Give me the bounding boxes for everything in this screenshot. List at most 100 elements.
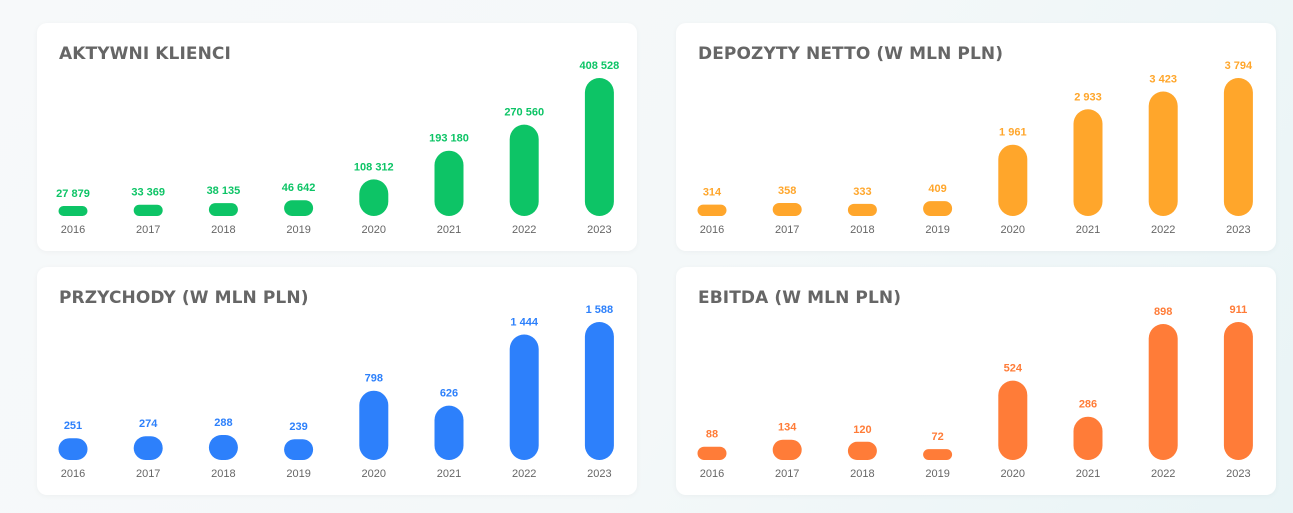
chart-card-przychody: PRZYCHODY (W MLN PLN) 251 2016 274 2017 288 2…	[37, 267, 637, 495]
bar-2016	[58, 206, 88, 216]
x-tick-label: 2019	[925, 468, 949, 480]
data-label: 270 560	[504, 107, 544, 119]
x-tick-label: 2018	[211, 224, 235, 236]
bar-2023	[584, 78, 614, 216]
x-tick-label: 2018	[211, 468, 235, 480]
x-tick-label: 2016	[700, 468, 724, 480]
x-tick-label: 2017	[775, 468, 799, 480]
x-tick-label: 2018	[850, 224, 874, 236]
bar-chart-ebitda: 88 2016 134 2017 120 2018 72 2019 524 2020 286 2021…	[697, 304, 1253, 480]
bar-2017	[772, 439, 802, 460]
bar-2022	[509, 124, 539, 216]
data-label: 3 423	[1149, 74, 1177, 86]
x-tick-label: 2021	[437, 468, 461, 480]
bar-2017	[133, 204, 163, 216]
chart-title: AKTYWNI KLIENCI	[59, 44, 231, 64]
x-tick-label: 2016	[61, 224, 85, 236]
x-tick-label: 2017	[775, 224, 799, 236]
data-label: 911	[1230, 304, 1248, 316]
data-label: 33 369	[131, 187, 165, 199]
chart-card-depozyty-netto: DEPOZYTY NETTO (W MLN PLN) 314 2016 358 201…	[676, 23, 1276, 251]
bar-2021	[434, 150, 464, 216]
x-tick-label: 2020	[362, 468, 386, 480]
data-label: 288	[214, 417, 232, 429]
x-tick-label: 2016	[61, 468, 85, 480]
bar-2017	[772, 203, 802, 216]
data-label: 798	[365, 373, 383, 385]
bar-2018	[847, 441, 877, 460]
data-label: 38 135	[207, 185, 241, 197]
data-label: 1 444	[510, 317, 538, 329]
bar-2018	[208, 435, 238, 460]
x-tick-label: 2021	[1076, 224, 1100, 236]
chart-title: EBITDA (W MLN PLN)	[698, 288, 902, 308]
bar-2021	[1073, 109, 1103, 216]
data-label: 358	[778, 185, 796, 197]
x-tick-label: 2020	[1001, 468, 1025, 480]
bar-2020	[359, 390, 389, 460]
bar-2020	[359, 179, 389, 216]
bar-2019	[923, 449, 953, 460]
data-label: 72	[931, 431, 943, 443]
data-label: 333	[853, 186, 871, 198]
data-label: 524	[1004, 363, 1023, 375]
data-label: 898	[1154, 306, 1172, 318]
bar-2016	[697, 204, 727, 216]
chart-card-ebitda: EBITDA (W MLN PLN) 88 2016 134 2017 120 2018 7…	[676, 267, 1276, 495]
bar-2018	[847, 203, 877, 216]
data-label: 88	[706, 429, 718, 441]
bar-2020	[998, 144, 1028, 216]
bar-2019	[284, 200, 314, 216]
x-tick-label: 2022	[512, 224, 536, 236]
bar-2016	[58, 438, 88, 460]
data-label: 108 312	[354, 161, 394, 173]
bar-2022	[1148, 91, 1178, 216]
bar-2018	[208, 203, 238, 216]
x-tick-label: 2023	[587, 224, 611, 236]
data-label: 1 588	[586, 304, 614, 316]
bar-2023	[1223, 78, 1253, 216]
x-tick-label: 2018	[850, 468, 874, 480]
data-label: 120	[853, 424, 871, 436]
bar-2021	[434, 405, 464, 460]
x-tick-label: 2023	[1226, 468, 1250, 480]
bar-chart-aktywni-klienci: 27 879 2016 33 369 2017 38 135 2018 46 642 2019…	[56, 60, 620, 236]
x-tick-label: 2022	[1151, 224, 1175, 236]
data-label: 274	[139, 418, 158, 430]
data-label: 239	[289, 421, 307, 433]
data-label: 408 528	[580, 60, 620, 72]
x-tick-label: 2023	[1226, 224, 1250, 236]
bar-2019	[923, 201, 953, 216]
bar-2023	[584, 322, 614, 460]
data-label: 46 642	[282, 182, 316, 194]
data-label: 3 794	[1225, 60, 1253, 72]
x-tick-label: 2016	[700, 224, 724, 236]
data-label: 626	[440, 388, 458, 400]
data-label: 27 879	[56, 188, 90, 200]
bar-2016	[697, 446, 727, 460]
chart-card-aktywni-klienci: AKTYWNI KLIENCI 27 879 2016 33 369 2017 38 1…	[37, 23, 637, 251]
bar-2019	[284, 439, 314, 460]
data-label: 409	[928, 183, 946, 195]
chart-title: DEPOZYTY NETTO (W MLN PLN)	[698, 44, 1004, 64]
bar-2022	[1148, 324, 1178, 460]
x-tick-label: 2022	[1151, 468, 1175, 480]
bar-2017	[133, 436, 163, 460]
data-label: 193 180	[429, 133, 469, 145]
x-tick-label: 2020	[362, 224, 386, 236]
bar-chart-depozyty-netto: 314 2016 358 2017 333 2018 409 2019 1 961 2020 2 9…	[697, 60, 1253, 236]
x-tick-label: 2022	[512, 468, 536, 480]
x-tick-label: 2023	[587, 468, 611, 480]
data-label: 134	[778, 422, 797, 434]
data-label: 251	[64, 420, 82, 432]
chart-title: PRZYCHODY (W MLN PLN)	[59, 288, 309, 308]
x-tick-label: 2019	[925, 224, 949, 236]
x-tick-label: 2017	[136, 468, 160, 480]
data-label: 1 961	[999, 127, 1027, 139]
x-tick-label: 2021	[1076, 468, 1100, 480]
x-tick-label: 2019	[286, 468, 310, 480]
data-label: 286	[1079, 399, 1097, 411]
x-tick-label: 2021	[437, 224, 461, 236]
data-label: 314	[703, 187, 722, 199]
x-tick-label: 2019	[286, 224, 310, 236]
